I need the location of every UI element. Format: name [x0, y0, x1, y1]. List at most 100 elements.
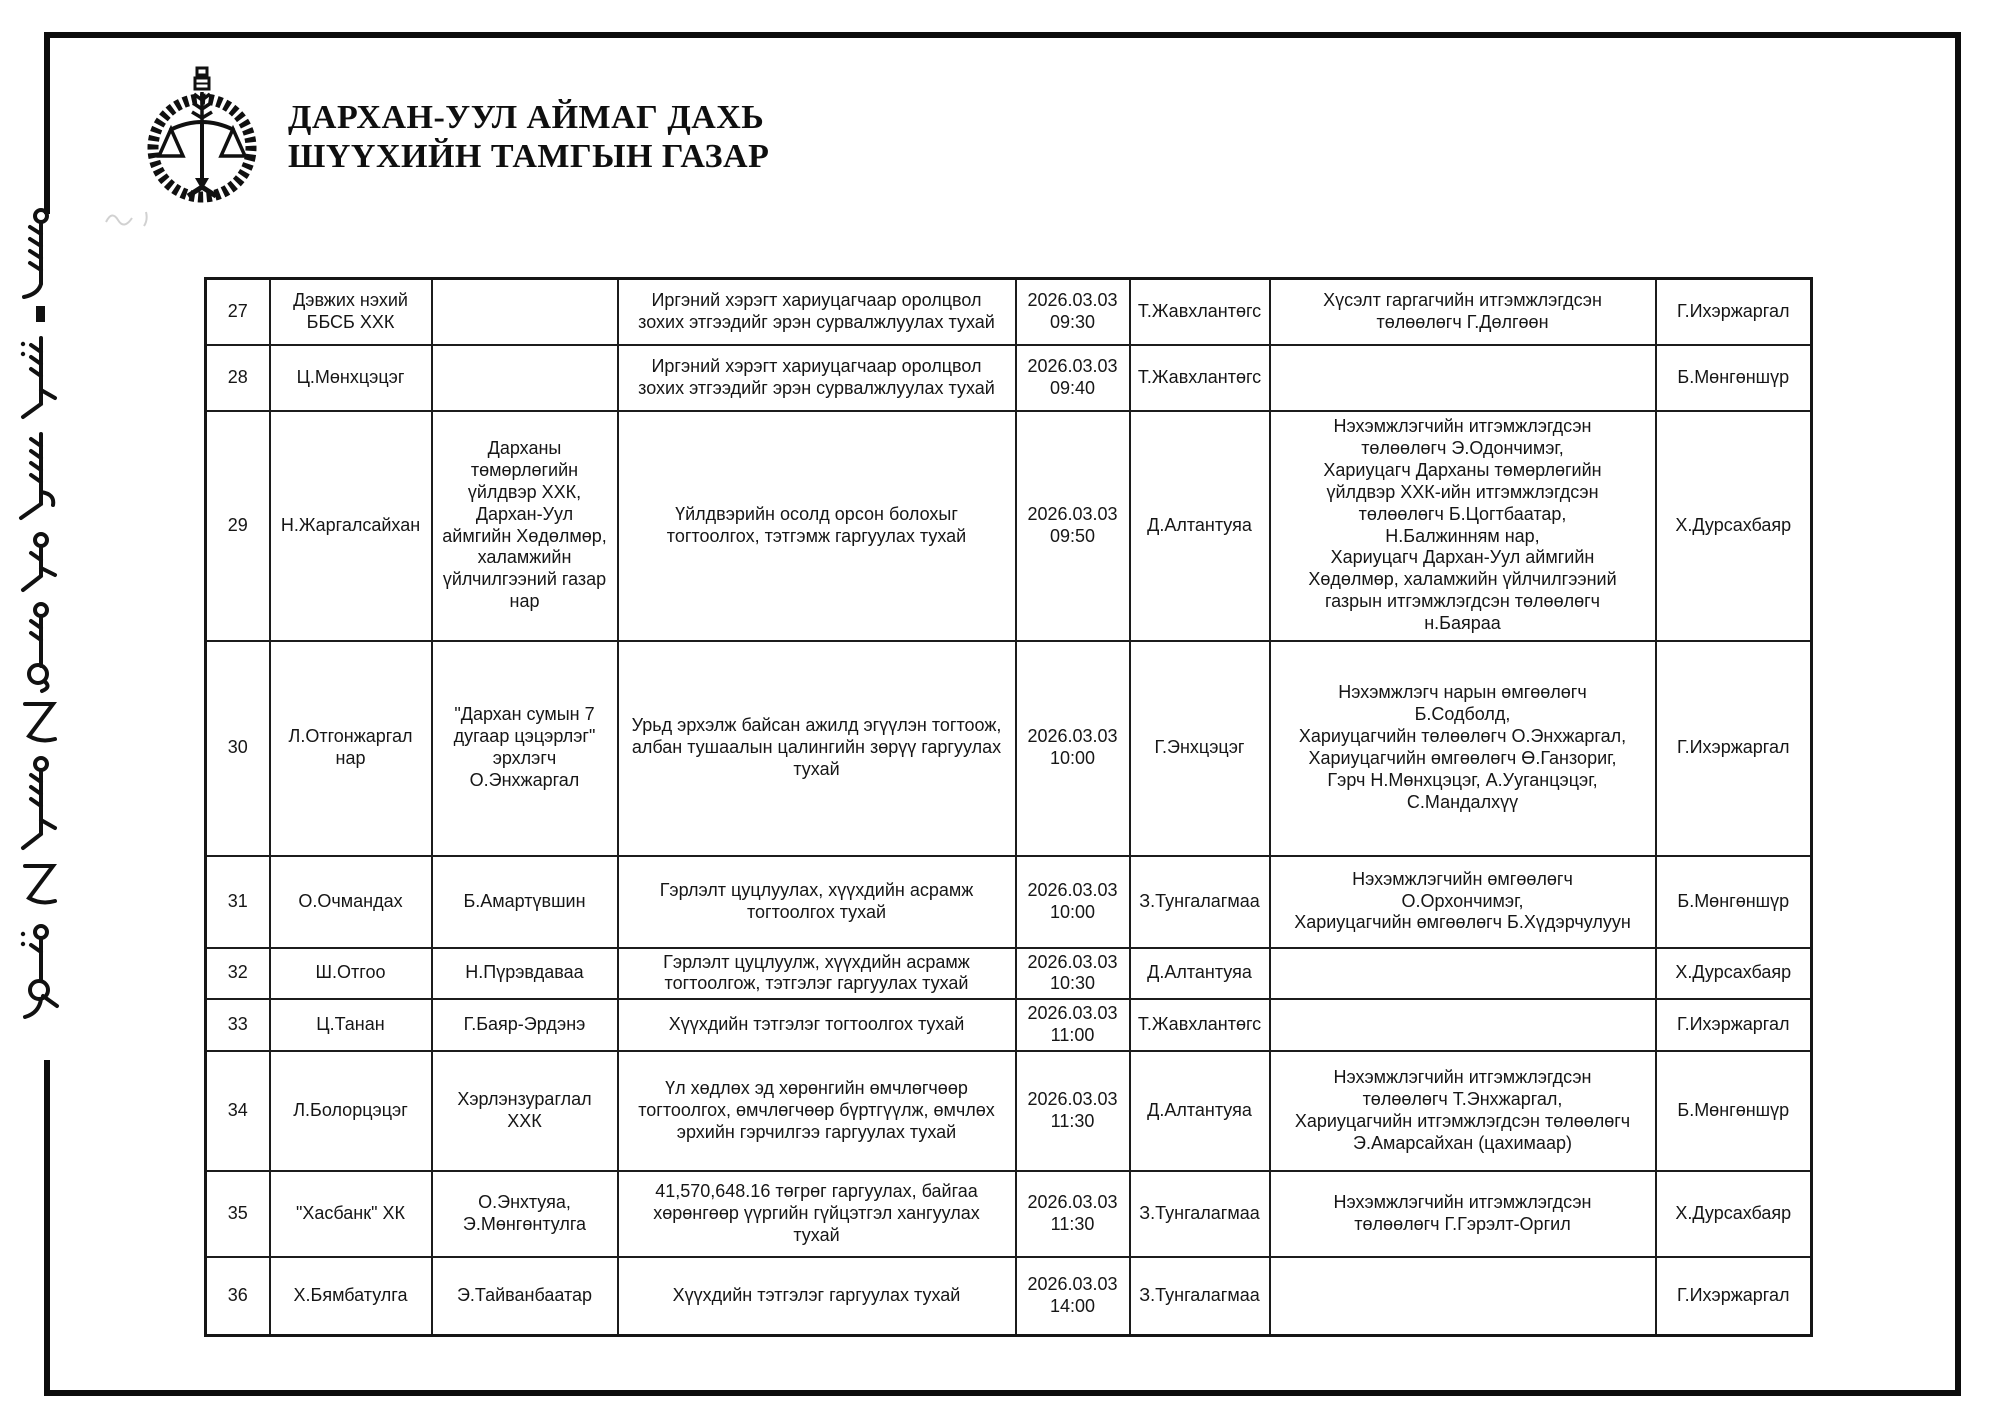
- cell-secretary: Г.Ихэржаргал: [1654, 639, 1813, 857]
- cell-datetime: 2026.03.03 11:30: [1014, 1050, 1131, 1173]
- cell-judge: Т.Жавхлантөгс: [1128, 277, 1271, 346]
- cell-no: 33: [204, 998, 271, 1053]
- cell-defendant: "Дархан сумын 7 дугаар цэцэрлэг" эрхлэгч…: [430, 639, 619, 857]
- cell-participants: Хүсэлт гаргагчийн итгэмжлэгдсэн төлөөлөг…: [1268, 277, 1657, 346]
- cell-secretary: Б.Мөнгөншүр: [1654, 343, 1813, 412]
- cell-no: 35: [204, 1170, 271, 1259]
- cell-datetime: 2026.03.03 11:00: [1014, 998, 1131, 1053]
- cell-no: 28: [204, 343, 271, 412]
- table-row: 36 Х.Бямбатулга Э.Тайванбаатар Хүүхдийн …: [204, 1256, 1813, 1337]
- cell-participants: Нэхэмжлэгчийн итгэмжлэгдсэн төлөөлөгч Т.…: [1268, 1050, 1657, 1173]
- cell-no: 29: [204, 409, 271, 642]
- cell-secretary: Б.Мөнгөншүр: [1654, 854, 1813, 949]
- cell-case: Гэрлэлт цуцлуулах, хүүхдийн асрамж тогто…: [616, 854, 1017, 949]
- cell-plaintiff: Л.Болорцэцэг: [268, 1050, 433, 1173]
- cell-plaintiff: Ш.Отгоо: [268, 946, 433, 1001]
- cell-defendant: Э.Тайванбаатар: [430, 1256, 619, 1337]
- cell-no: 27: [204, 277, 271, 346]
- cell-no: 34: [204, 1050, 271, 1173]
- cell-judge: Д.Алтантуяа: [1128, 946, 1271, 1001]
- cell-defendant: О.Энхтуяа, Э.Мөнгөнтулга: [430, 1170, 619, 1259]
- cell-judge: З.Тунгалагмаа: [1128, 854, 1271, 949]
- cell-no: 31: [204, 854, 271, 949]
- cell-judge: Г.Энхцэцэг: [1128, 639, 1271, 857]
- cell-plaintiff: Дэвжих нэхий ББСБ ХХК: [268, 277, 433, 346]
- page-border-left-lower: [44, 1060, 50, 1396]
- cell-defendant: [430, 343, 619, 412]
- ink-smudge: [105, 211, 148, 227]
- cell-plaintiff: Л.Отгонжаргал нар: [268, 639, 433, 857]
- cell-plaintiff: Х.Бямбатулга: [268, 1256, 433, 1337]
- cell-participants: Нэхэмжлэгч нарын өмгөөлөгч Б.Содболд, Ха…: [1268, 639, 1657, 857]
- cell-secretary: Г.Ихэржаргал: [1654, 998, 1813, 1053]
- cell-case: Иргэний хэрэгт хариуцагчаар оролцвол зох…: [616, 277, 1017, 346]
- cell-defendant: Б.Амартүвшин: [430, 854, 619, 949]
- cell-judge: Д.Алтантуяа: [1128, 409, 1271, 642]
- scales-of-justice-emblem-icon: [147, 66, 257, 203]
- cell-defendant: Н.Пүрэвдаваа: [430, 946, 619, 1001]
- cell-defendant: Дарханы төмөрлөгийн үйлдвэр ХХК, Дархан-…: [430, 409, 619, 642]
- cell-defendant: Хэрлэнзураглал ХХК: [430, 1050, 619, 1173]
- cell-case: Иргэний хэрэгт хариуцагчаар оролцвол зох…: [616, 343, 1017, 412]
- cell-case: Хүүхдийн тэтгэлэг тогтоолгох тухай: [616, 998, 1017, 1053]
- cell-datetime: 2026.03.03 09:30: [1014, 277, 1131, 346]
- cell-no: 36: [204, 1256, 271, 1337]
- cell-judge: Т.Жавхлантөгс: [1128, 343, 1271, 412]
- cell-participants: [1268, 998, 1657, 1053]
- cell-plaintiff: О.Очмандах: [268, 854, 433, 949]
- cell-participants: [1268, 343, 1657, 412]
- org-name: ДАРХАН-УУЛ АЙМАГ ДАХЬ ШҮҮХИЙН ТАМГЫН ГАЗ…: [288, 99, 770, 175]
- cell-datetime: 2026.03.03 11:30: [1014, 1170, 1131, 1259]
- cell-secretary: Г.Ихэржаргал: [1654, 1256, 1813, 1337]
- cell-secretary: Х.Дурсахбаяр: [1654, 409, 1813, 642]
- cell-plaintiff: Ц.Танан: [268, 998, 433, 1053]
- cell-datetime: 2026.03.03 10:00: [1014, 854, 1131, 949]
- cell-datetime: 2026.03.03 14:00: [1014, 1256, 1131, 1337]
- page-border-top: [44, 32, 1961, 38]
- cell-participants: Нэхэмжлэгчийн итгэмжлэгдсэн төлөөлөгч Э.…: [1268, 409, 1657, 642]
- table-row: 28 Ц.Мөнхцэцэг Иргэний хэрэгт хариуцагча…: [204, 343, 1813, 412]
- cell-defendant: Г.Баяр-Эрдэнэ: [430, 998, 619, 1053]
- cell-case: Үйлдвэрийн осолд орсон болохыг тогтоолго…: [616, 409, 1017, 642]
- cell-case: Урьд эрхэлж байсан ажилд эгүүлэн тогтоож…: [616, 639, 1017, 857]
- cell-datetime: 2026.03.03 10:30: [1014, 946, 1131, 1001]
- table-row: 35 "Хасбанк" ХК О.Энхтуяа, Э.Мөнгөнтулга…: [204, 1170, 1813, 1259]
- cell-judge: З.Тунгалагмаа: [1128, 1170, 1271, 1259]
- page-border-right: [1955, 32, 1961, 1396]
- cell-datetime: 2026.03.03 09:50: [1014, 409, 1131, 642]
- cell-case: Хүүхдийн тэтгэлэг гаргуулах тухай: [616, 1256, 1017, 1337]
- cell-defendant: [430, 277, 619, 346]
- table-row: 33 Ц.Танан Г.Баяр-Эрдэнэ Хүүхдийн тэтгэл…: [204, 998, 1813, 1053]
- cell-secretary: Г.Ихэржаргал: [1654, 277, 1813, 346]
- page-border-left-upper: [44, 32, 50, 214]
- cell-plaintiff: Ц.Мөнхцэцэг: [268, 343, 433, 412]
- cell-datetime: 2026.03.03 10:00: [1014, 639, 1131, 857]
- cell-no: 32: [204, 946, 271, 1001]
- table-row: 34 Л.Болорцэцэг Хэрлэнзураглал ХХК Үл хө…: [204, 1050, 1813, 1173]
- table-row: 29 Н.Жаргалсайхан Дарханы төмөрлөгийн үй…: [204, 409, 1813, 642]
- cell-participants: Нэхэмжлэгчийн итгэмжлэгдсэн төлөөлөгч Г.…: [1268, 1170, 1657, 1259]
- cell-judge: З.Тунгалагмаа: [1128, 1256, 1271, 1337]
- table-row: 31 О.Очмандах Б.Амартүвшин Гэрлэлт цуцлу…: [204, 854, 1813, 949]
- cell-plaintiff: "Хасбанк" ХК: [268, 1170, 433, 1259]
- cell-case: Үл хөдлөх эд хөрөнгийн өмчлөгчөөр тогтоо…: [616, 1050, 1017, 1173]
- cell-no: 30: [204, 639, 271, 857]
- cell-judge: Т.Жавхлантөгс: [1128, 998, 1271, 1053]
- mongolian-vertical-script-icon: [19, 208, 59, 1019]
- cell-plaintiff: Н.Жаргалсайхан: [268, 409, 433, 642]
- cell-case: 41,570,648.16 төгрөг гаргуулах, байгаа х…: [616, 1170, 1017, 1259]
- cell-judge: Д.Алтантуяа: [1128, 1050, 1271, 1173]
- cell-case: Гэрлэлт цуцлуулж, хүүхдийн асрамж тогтоо…: [616, 946, 1017, 1001]
- cell-datetime: 2026.03.03 09:40: [1014, 343, 1131, 412]
- cell-participants: [1268, 1256, 1657, 1337]
- table-row: 30 Л.Отгонжаргал нар "Дархан сумын 7 дуг…: [204, 639, 1813, 857]
- hearing-schedule-table: 27 Дэвжих нэхий ББСБ ХХК Иргэний хэрэгт …: [204, 277, 1813, 1337]
- cell-secretary: Х.Дурсахбаяр: [1654, 1170, 1813, 1259]
- cell-secretary: Х.Дурсахбаяр: [1654, 946, 1813, 1001]
- cell-participants: Нэхэмжлэгчийн өмгөөлөгч О.Орхончимэг, Ха…: [1268, 854, 1657, 949]
- table-row: 32 Ш.Отгоо Н.Пүрэвдаваа Гэрлэлт цуцлуулж…: [204, 946, 1813, 1001]
- cell-participants: [1268, 946, 1657, 1001]
- table-row: 27 Дэвжих нэхий ББСБ ХХК Иргэний хэрэгт …: [204, 277, 1813, 346]
- cell-secretary: Б.Мөнгөншүр: [1654, 1050, 1813, 1173]
